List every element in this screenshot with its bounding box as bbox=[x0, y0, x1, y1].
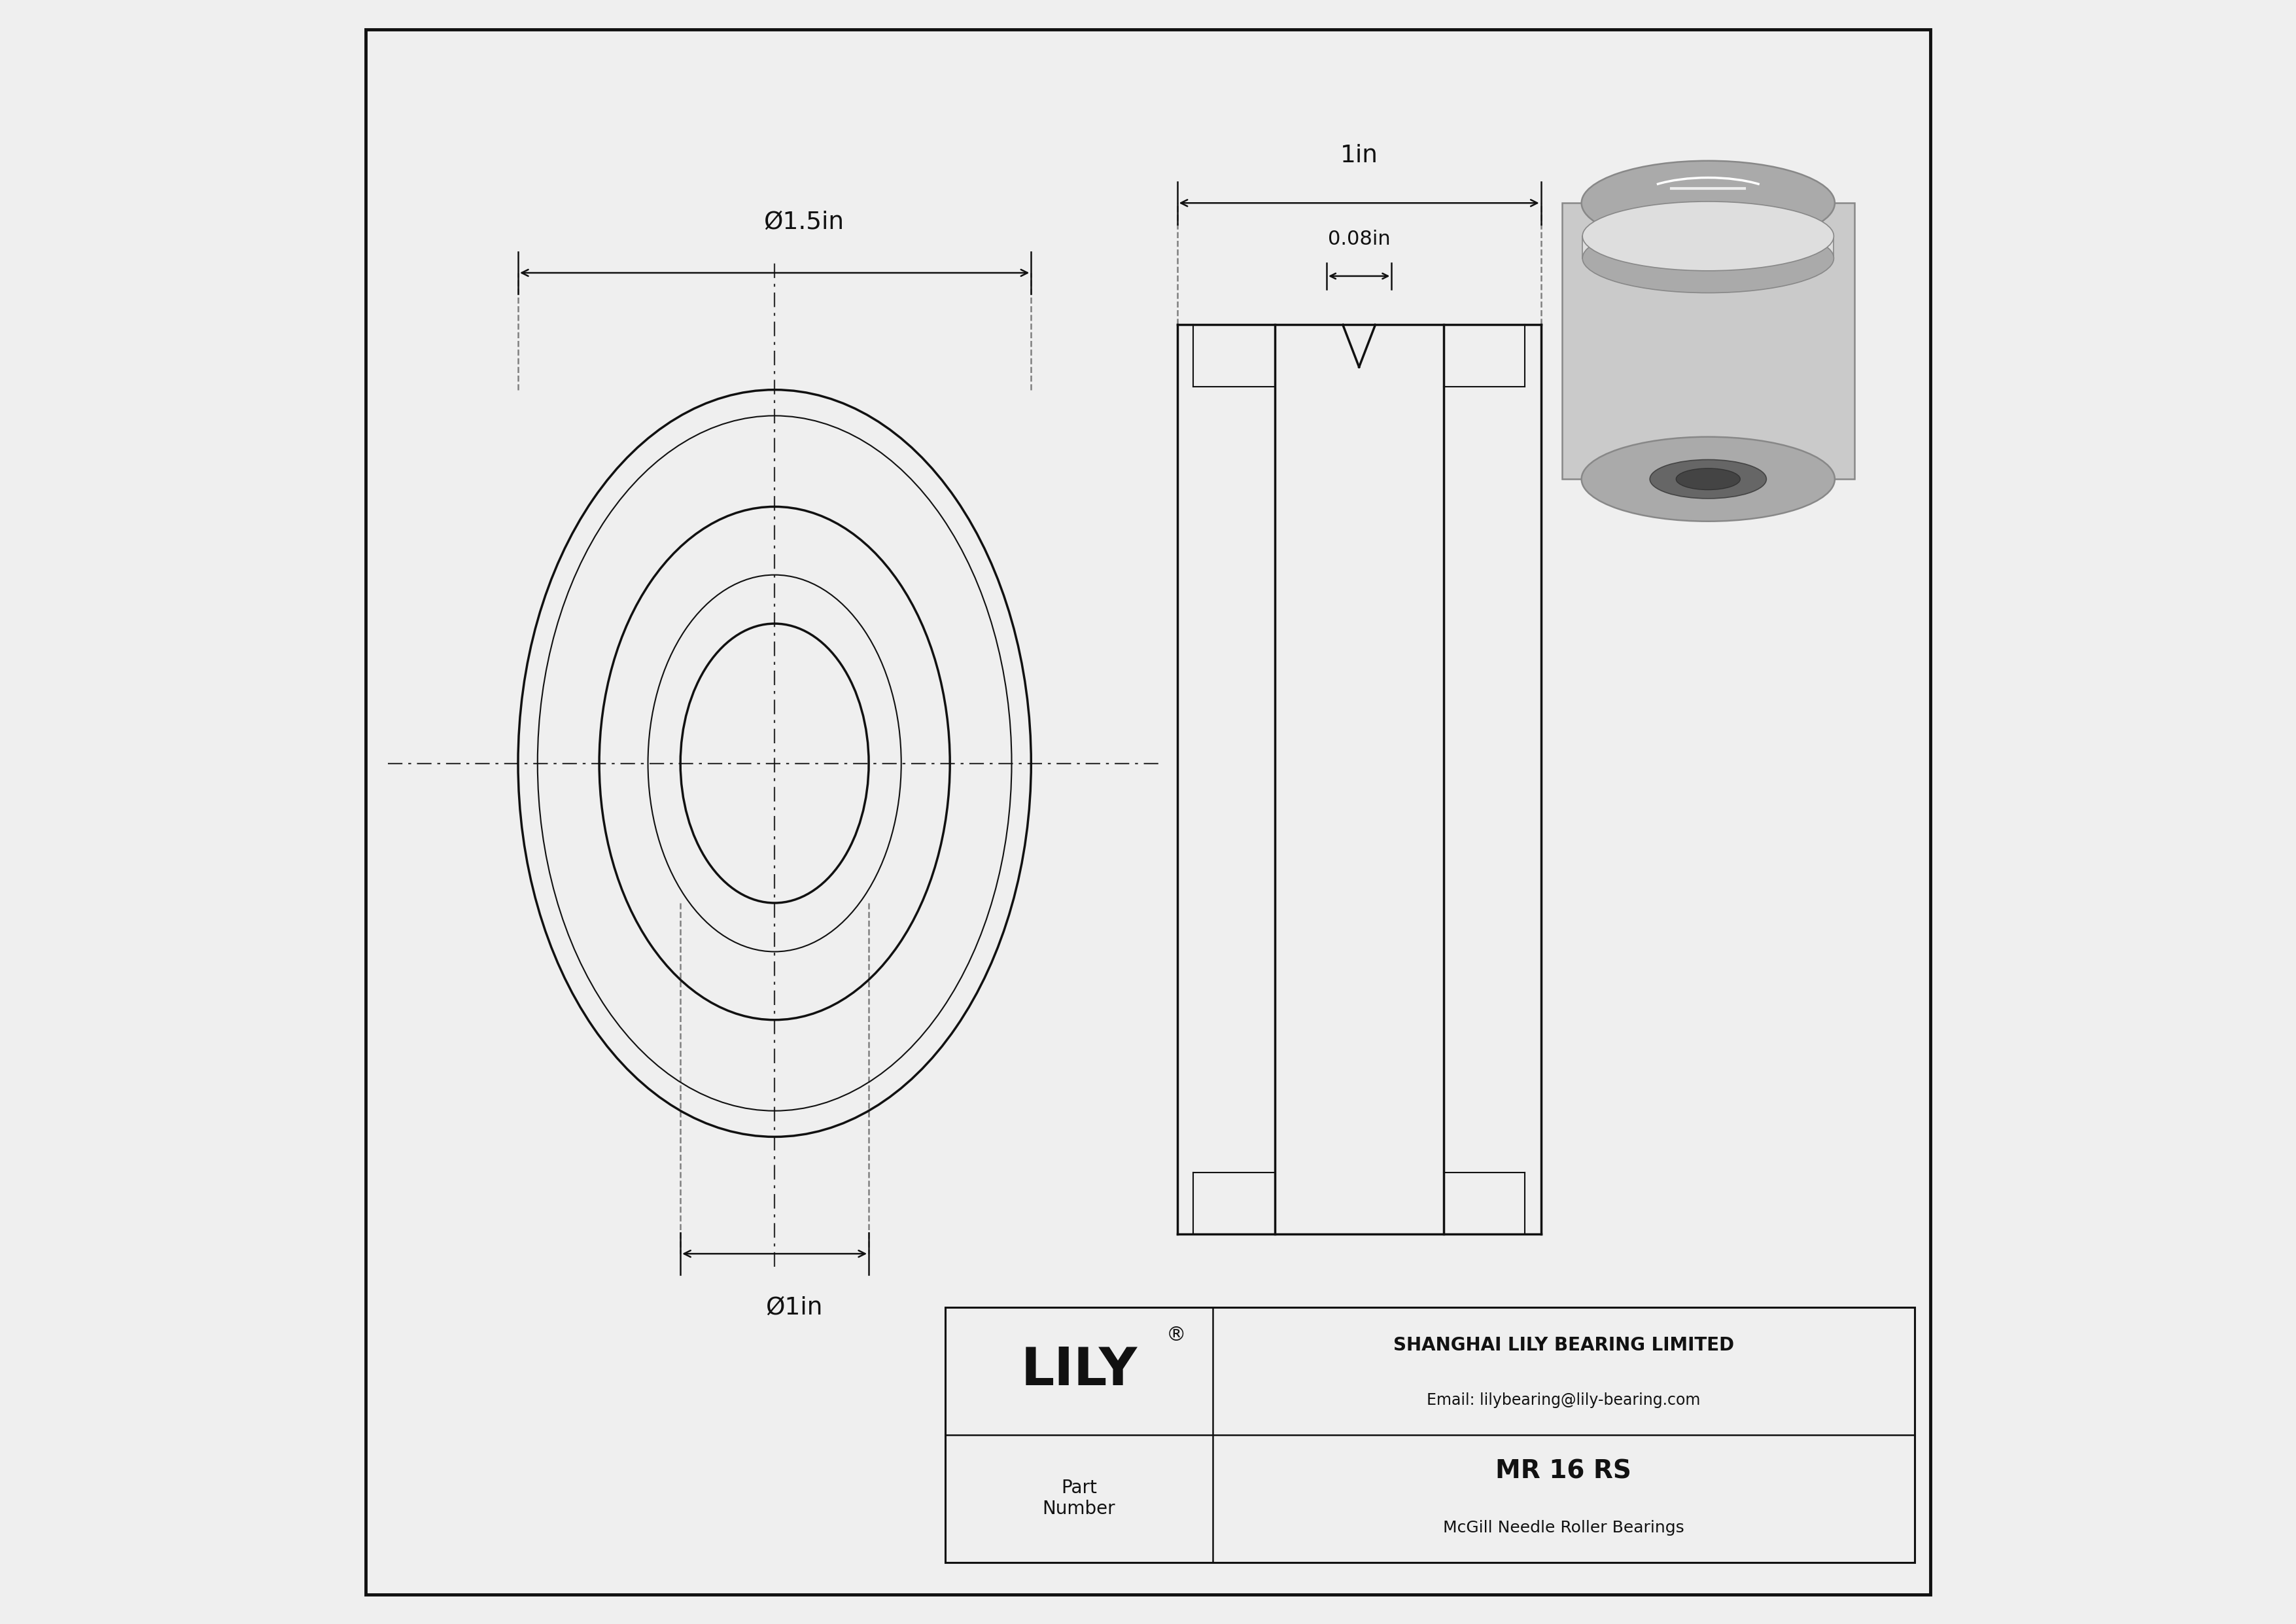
Text: Ø1in: Ø1in bbox=[765, 1296, 822, 1320]
Polygon shape bbox=[1561, 203, 1855, 479]
Ellipse shape bbox=[1582, 161, 1835, 245]
Text: 0.08in: 0.08in bbox=[1327, 229, 1391, 248]
Text: LILY: LILY bbox=[1022, 1346, 1137, 1397]
Text: ®: ® bbox=[1166, 1325, 1187, 1345]
Text: MR 16 RS: MR 16 RS bbox=[1495, 1458, 1632, 1483]
Ellipse shape bbox=[1651, 460, 1766, 499]
Text: McGill Needle Roller Bearings: McGill Needle Roller Bearings bbox=[1442, 1520, 1685, 1536]
Ellipse shape bbox=[1582, 201, 1835, 271]
Text: 1in: 1in bbox=[1341, 143, 1378, 167]
Ellipse shape bbox=[1582, 437, 1835, 521]
Text: SHANGHAI LILY BEARING LIMITED: SHANGHAI LILY BEARING LIMITED bbox=[1394, 1337, 1733, 1354]
Text: Email: lilybearing@lily-bearing.com: Email: lilybearing@lily-bearing.com bbox=[1426, 1392, 1701, 1408]
Ellipse shape bbox=[1582, 224, 1835, 292]
Text: Ø1.5in: Ø1.5in bbox=[765, 209, 845, 234]
Ellipse shape bbox=[1676, 468, 1740, 490]
Bar bbox=[946, 1307, 1915, 1562]
Polygon shape bbox=[1582, 235, 1835, 258]
Text: Part
Number: Part Number bbox=[1042, 1479, 1116, 1518]
